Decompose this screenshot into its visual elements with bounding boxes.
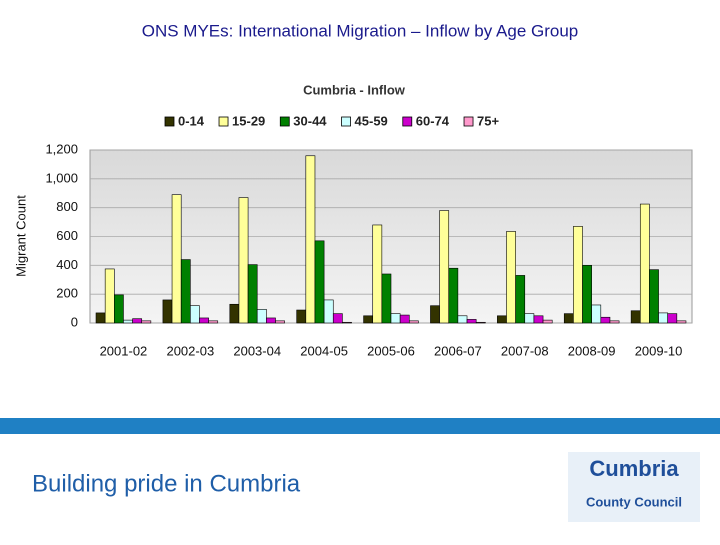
bar [104,268,115,324]
bar [515,275,526,324]
bar [639,203,650,324]
bar [171,194,182,324]
bar [332,313,343,324]
x-tick-label: 2009-10 [635,343,683,358]
bar [180,259,191,324]
bar [390,313,401,324]
bar [497,315,507,324]
y-tick-label: 600 [56,228,78,243]
bar [162,299,173,324]
bar [630,310,641,324]
bar [305,155,316,324]
bar [190,305,200,324]
bar [95,312,106,324]
x-tick-label: 2008-09 [568,343,616,358]
bar [582,265,592,324]
bar [457,315,468,324]
bar [123,319,133,324]
bar [466,319,477,324]
bar [676,320,687,324]
bar [114,294,124,324]
y-tick-label: 1,200 [45,141,78,156]
bar [132,318,143,324]
y-tick-label: 0 [71,314,78,329]
chart: 0 200 400 600 800 1,000 1,200 0-14 15-29 30-44 45-… [45,113,692,358]
x-tick-label: 2003-04 [233,343,281,358]
bar [649,269,659,324]
bar [363,315,374,324]
bar [199,317,209,324]
bar [266,317,276,324]
bar [563,313,574,324]
y-tick-label: 800 [56,199,78,214]
bar [591,304,602,324]
legend-swatch [279,116,290,127]
y-tick-label: 200 [56,286,78,301]
legend-label: 0-14 [178,113,205,128]
legend-swatch [463,116,474,127]
legend-swatch [402,116,413,127]
tagline: Building pride in Cumbria [32,470,301,497]
legend-label: 60-74 [416,113,450,128]
x-tick-label: 2005-06 [367,343,415,358]
bar [247,264,258,324]
legend-label: 30-44 [293,113,327,128]
y-axis-title: Migrant Count [13,195,28,277]
x-tick-label: 2007-08 [501,343,549,358]
bar [323,299,334,324]
bar [542,319,553,324]
logo-name: Cumbria [589,456,679,481]
bar [208,320,219,324]
x-tick-label: 2004-05 [300,343,348,358]
chart-title: Cumbria - Inflow [303,82,406,97]
legend-swatch [164,116,175,127]
slide-title: ONS MYEs: International Migration – Infl… [142,21,579,40]
bar [600,316,611,324]
x-tick-label: 2001-02 [100,343,148,358]
legend-label: 75+ [477,113,499,128]
bar [408,320,419,324]
bar [609,320,620,324]
x-tick-label: 2002-03 [166,343,214,358]
logo-box [568,452,700,522]
bar [475,321,486,324]
bar [399,314,410,324]
bar [667,313,678,324]
bar [381,273,392,324]
bar [533,315,544,324]
bar [448,267,459,324]
legend-label: 45-59 [355,113,388,128]
legend-label: 15-29 [232,113,265,128]
bar [275,320,285,324]
bar [506,231,516,324]
logo-subtitle: County Council [586,494,682,509]
bar [658,312,668,324]
y-tick-label: 1,000 [45,170,78,185]
bar [524,313,535,324]
footer-band [0,418,720,434]
bar [314,240,325,324]
legend-swatch [218,116,229,127]
bar [256,309,267,324]
bar [430,305,440,324]
bar [141,320,152,324]
x-tick-label: 2006-07 [434,343,482,358]
bar [238,197,249,324]
bar [296,309,307,324]
bar [573,226,583,324]
bar [372,224,383,324]
bar [342,321,352,324]
bar [229,303,240,324]
bar [439,210,450,324]
legend-swatch [341,116,351,127]
y-tick-label: 400 [56,257,78,272]
